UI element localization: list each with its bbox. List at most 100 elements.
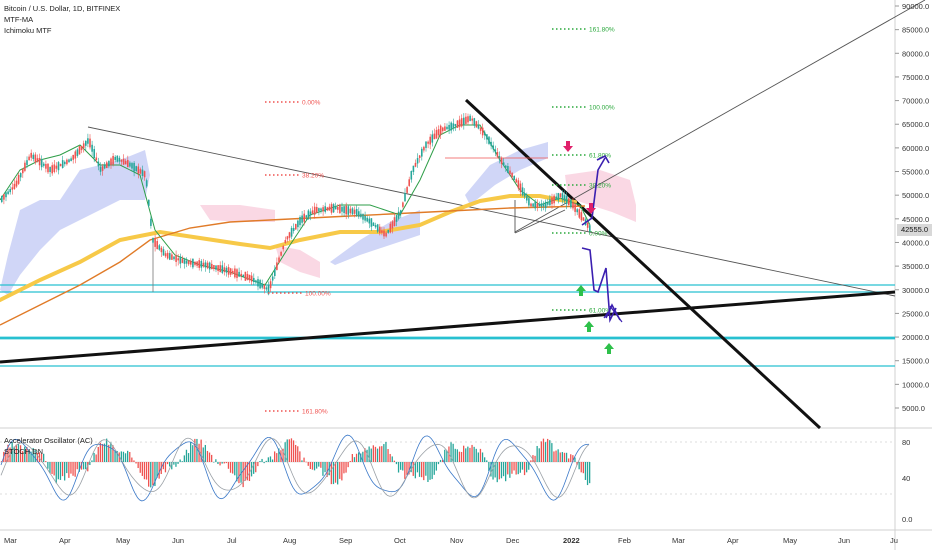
ac-bar	[425, 462, 427, 476]
candle-body	[492, 145, 494, 150]
candle-body	[311, 210, 314, 214]
ac-bar	[217, 462, 219, 465]
ac-bar	[463, 445, 465, 462]
candle-body	[114, 156, 116, 161]
ac-bar	[316, 462, 318, 469]
ac-bar	[1, 461, 3, 462]
candle-body	[192, 258, 194, 268]
candle-body	[106, 162, 108, 169]
candle-body	[454, 124, 457, 127]
candle-body	[355, 209, 358, 217]
candle-body	[526, 196, 528, 201]
ac-bar	[99, 442, 101, 462]
candle-body	[45, 163, 47, 169]
candle-body	[295, 223, 297, 230]
cloud-blue-1	[0, 150, 150, 295]
ac-bar	[185, 449, 188, 462]
ac-bar	[557, 449, 559, 462]
ac-bar	[265, 460, 267, 462]
ac-bar	[192, 445, 194, 462]
price-tick-label: 15000.0	[902, 357, 929, 366]
ac-bar	[341, 462, 343, 481]
price-axis: 90000.0 85000.0 80000.0 75000.0 70000.0 65000…	[895, 2, 929, 524]
ac-bar	[154, 462, 156, 487]
candle-body	[576, 209, 578, 213]
candle-body	[353, 209, 356, 214]
ac-bar	[330, 462, 332, 485]
ac-bar	[110, 442, 112, 462]
candle-body	[292, 227, 295, 231]
fib-label: 161.80%	[589, 27, 615, 34]
candle-body	[515, 179, 518, 183]
candle-body	[496, 151, 499, 157]
ac-bar	[486, 460, 488, 462]
candle-body	[122, 158, 125, 165]
ac-bar	[169, 462, 171, 467]
candle-body	[328, 206, 331, 211]
ac-bar	[194, 438, 196, 462]
ac-bar	[423, 462, 425, 481]
ac-bar	[232, 462, 234, 474]
candle-body	[34, 154, 37, 163]
ac-bar	[175, 462, 177, 467]
ac-bar	[572, 455, 574, 462]
ac-bar	[181, 461, 183, 462]
ac-bar	[89, 462, 91, 466]
ac-bar	[236, 462, 238, 482]
trendline-descending-thin	[87, 126, 896, 297]
candle-body	[421, 148, 423, 157]
candle-body	[305, 215, 308, 218]
osc-tick-label: 80	[902, 438, 910, 447]
price-tick-label: 40000.0	[902, 238, 929, 247]
candle-body	[450, 122, 452, 131]
candle-body	[358, 211, 360, 217]
ac-bar	[177, 462, 179, 464]
ac-bar	[481, 452, 484, 462]
ac-bar	[143, 462, 146, 480]
ac-bar	[412, 462, 414, 476]
ac-bar	[303, 457, 305, 462]
time-tick-label: Jun	[172, 536, 184, 545]
ac-bar	[456, 449, 458, 462]
ac-bar	[519, 462, 521, 473]
candle-body	[177, 258, 179, 261]
candle-body	[330, 204, 333, 213]
candle-body	[66, 159, 68, 165]
candle-body	[349, 208, 352, 214]
ac-bar	[95, 454, 97, 462]
ac-bar	[68, 462, 70, 478]
ac-bar	[13, 446, 15, 462]
fib-label: 161.80%	[302, 409, 328, 416]
ac-bar	[200, 439, 202, 462]
ac-bar	[40, 453, 43, 462]
ac-bar	[368, 446, 370, 462]
candle-body	[429, 136, 431, 145]
candle-body	[404, 193, 406, 202]
candle-body	[28, 156, 30, 161]
candle-body	[213, 265, 215, 270]
candle-body	[385, 232, 387, 237]
candle-body	[481, 127, 484, 136]
time-tick-label: Ju	[890, 536, 898, 545]
candle-body	[368, 218, 371, 224]
fib-label: 100.00%	[589, 105, 615, 112]
candle-body	[446, 126, 448, 130]
candle-body	[225, 267, 228, 273]
candle-body	[471, 118, 473, 121]
ac-bar	[484, 457, 486, 462]
ac-bar	[242, 462, 244, 488]
indicator-mtf-ma: MTF-MA	[4, 15, 34, 24]
ac-bar	[278, 448, 280, 462]
time-tick-label: Mar	[672, 536, 685, 545]
ac-bar	[299, 451, 301, 462]
price-tick-label: 70000.0	[902, 97, 929, 106]
candle-body	[473, 118, 476, 126]
ac-bar	[530, 460, 532, 462]
ac-bar	[257, 462, 259, 467]
oscillator-subtitle: STOCH DN	[4, 447, 44, 456]
candle-body	[442, 127, 444, 132]
ac-bar	[383, 444, 385, 462]
time-tick-label: Jun	[838, 536, 850, 545]
